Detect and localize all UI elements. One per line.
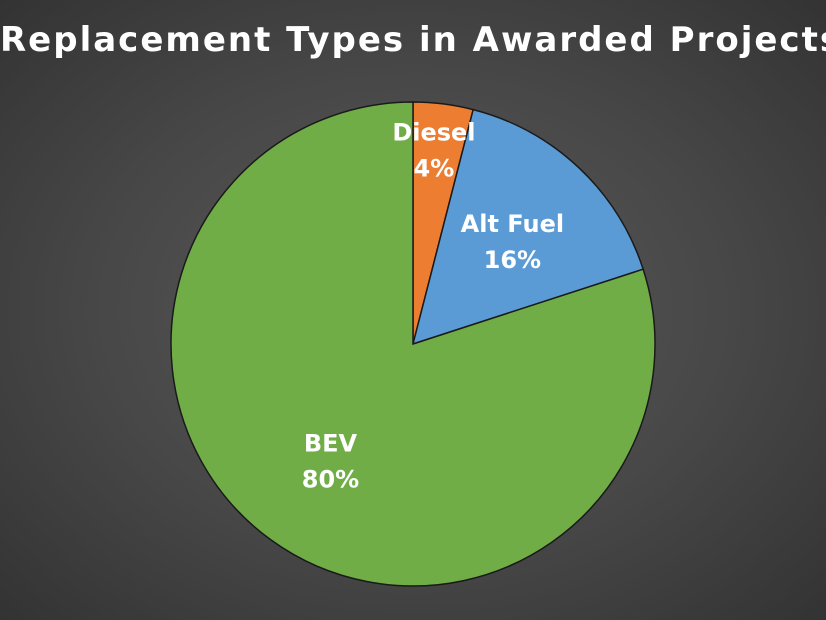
slice-value-diesel: 4%	[414, 155, 455, 183]
chart-title: Replacement Types in Awarded Projects	[0, 20, 826, 60]
slice-label-bev: BEV	[304, 430, 358, 458]
slice-value-bev: 80%	[302, 466, 359, 494]
pie-slices	[170, 101, 656, 587]
pie-labels: Diesel 4%Alt Fuel 16% BEV 80%	[302, 119, 564, 494]
pie-slice-bev	[170, 101, 656, 587]
slice-label-diesel: Diesel	[392, 119, 475, 147]
slice-value-alt-fuel: 16%	[484, 246, 541, 274]
slice-label-alt-fuel: Alt Fuel	[461, 210, 564, 238]
pie-slice-alt-fuel	[411, 108, 645, 346]
